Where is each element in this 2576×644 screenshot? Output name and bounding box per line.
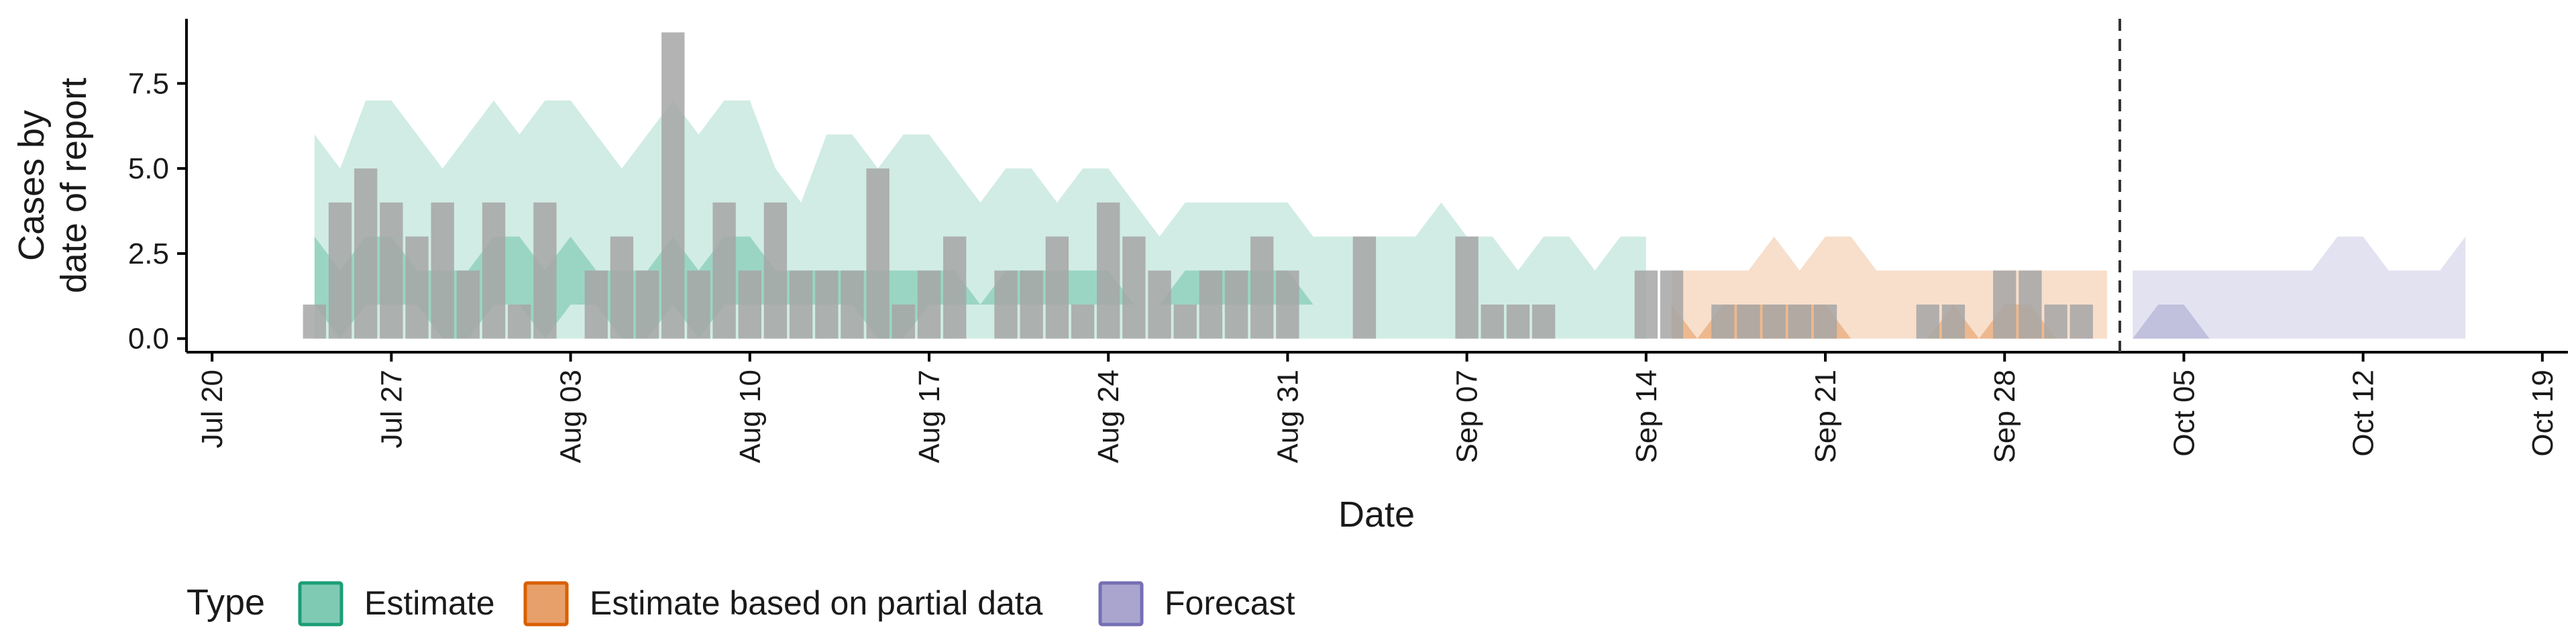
band-50-forecast — [2133, 305, 2466, 339]
bar-2020-08-20 — [994, 270, 1018, 339]
x-tick-label: Oct 05 — [2167, 370, 2200, 457]
x-tick-label: Jul 20 — [196, 370, 229, 448]
bar-2020-09-28 — [1993, 270, 2017, 339]
legend-swatch-forecast — [1098, 581, 1144, 627]
bar-2020-09-21 — [1813, 305, 1837, 339]
bar-2020-08-16 — [892, 305, 915, 339]
bar-2020-09-09 — [1506, 305, 1530, 339]
bar-2020-09-15 — [1660, 270, 1684, 339]
bar-2020-08-29 — [1224, 270, 1248, 339]
x-axis-title: Date — [1338, 494, 1415, 535]
bar-2020-08-31 — [1276, 270, 1299, 339]
bar-2020-07-24 — [303, 305, 327, 339]
bar-2020-09-30 — [2044, 305, 2068, 339]
bar-2020-08-15 — [866, 168, 890, 339]
bar-2020-09-20 — [1788, 305, 1812, 339]
bar-2020-08-04 — [584, 270, 608, 339]
bar-2020-08-07 — [661, 32, 685, 339]
bar-2020-08-01 — [508, 305, 531, 339]
bar-2020-09-18 — [1737, 305, 1760, 339]
bar-2020-09-03 — [1352, 236, 1377, 339]
legend-label-estimate: Estimate — [364, 584, 495, 622]
x-tick-label: Sep 07 — [1451, 370, 1484, 463]
bar-2020-08-10 — [738, 270, 761, 339]
x-ticks: Jul 20 Jul 27 Aug 03 Aug 10 Aug 17 Aug 24 Aug … — [196, 352, 2559, 463]
legend-swatch-partial — [523, 581, 569, 627]
y-tick-label: 0.0 — [128, 323, 169, 356]
bar-2020-09-25 — [1916, 305, 1939, 339]
legend: Type Estimate Estimate based on partial … — [186, 581, 1295, 627]
bar-2020-08-23 — [1071, 305, 1095, 339]
x-tick-label: Oct 12 — [2347, 370, 2380, 457]
bar-2020-08-24 — [1097, 202, 1120, 339]
bar-2020-08-27 — [1173, 305, 1197, 339]
bar-2020-08-14 — [841, 270, 864, 339]
x-tick-label: Sep 21 — [1809, 370, 1842, 463]
y-tick-label: 2.5 — [128, 237, 169, 270]
bar-2020-08-30 — [1250, 236, 1274, 339]
x-tick-label: Aug 03 — [555, 370, 588, 463]
bar-2020-08-11 — [763, 202, 788, 339]
y-axis-title-line-1: Cases by — [11, 110, 52, 261]
bar-2020-08-05 — [610, 236, 634, 339]
bar-2020-08-08 — [687, 270, 710, 339]
bar-2020-08-09 — [712, 202, 736, 339]
x-tick-label: Oct 19 — [2526, 370, 2559, 457]
bar-2020-08-12 — [789, 270, 813, 339]
bar-2020-08-25 — [1122, 236, 1146, 339]
y-ticks: 0.0 2.5 5.0 7.5 — [128, 67, 186, 356]
bar-2020-08-28 — [1199, 270, 1223, 339]
bar-2020-08-21 — [1020, 270, 1043, 339]
bar-2020-07-25 — [328, 202, 352, 339]
bar-2020-07-30 — [456, 270, 480, 339]
x-tick-label: Aug 24 — [1092, 370, 1125, 463]
bar-2020-10-01 — [2070, 305, 2093, 339]
bar-2020-09-08 — [1481, 305, 1504, 339]
bar-2020-07-29 — [431, 202, 454, 339]
bars-layer — [303, 32, 2093, 339]
y-axis-title-line-2: date of report — [54, 78, 94, 293]
bar-2020-08-26 — [1148, 270, 1171, 339]
y-tick-label: 5.0 — [128, 152, 169, 185]
bar-2020-08-22 — [1045, 236, 1069, 339]
bar-2020-08-02 — [533, 202, 557, 339]
bar-2020-08-17 — [917, 270, 941, 339]
bar-2020-09-07 — [1455, 236, 1479, 339]
x-tick-label: Sep 28 — [1988, 370, 2021, 463]
bar-2020-09-29 — [2019, 270, 2042, 339]
bar-2020-08-13 — [815, 270, 839, 339]
x-tick-label: Jul 27 — [375, 370, 408, 448]
bar-2020-09-26 — [1941, 305, 1966, 339]
bar-2020-08-06 — [635, 270, 659, 339]
y-tick-label: 7.5 — [128, 67, 169, 100]
bar-2020-07-31 — [482, 202, 506, 339]
x-tick-label: Aug 17 — [913, 370, 946, 463]
legend-label-partial: Estimate based on partial data — [590, 584, 1043, 622]
bar-2020-09-14 — [1634, 270, 1658, 339]
bar-2020-08-18 — [943, 236, 967, 339]
legend-swatch-estimate — [298, 581, 343, 627]
legend-title: Type — [186, 582, 265, 623]
axes-layer — [185, 19, 2568, 354]
x-tick-label: Aug 31 — [1271, 370, 1304, 463]
bar-2020-09-19 — [1762, 305, 1786, 339]
bar-2020-07-28 — [405, 236, 429, 339]
x-tick-label: Aug 10 — [734, 370, 767, 463]
bar-2020-07-26 — [354, 168, 378, 339]
x-tick-label: Sep 14 — [1630, 370, 1663, 463]
bar-2020-09-10 — [1532, 305, 1556, 339]
band-90-forecast — [2133, 236, 2466, 339]
bar-2020-07-27 — [380, 202, 403, 339]
bar-2020-09-17 — [1711, 305, 1735, 339]
legend-label-forecast: Forecast — [1165, 584, 1295, 622]
